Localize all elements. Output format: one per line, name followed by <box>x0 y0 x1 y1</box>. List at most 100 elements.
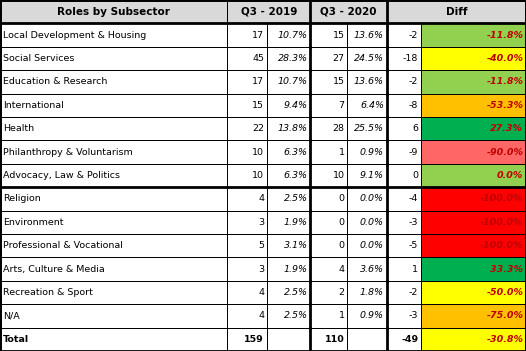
Bar <box>310 94 347 117</box>
Text: Religion: Religion <box>3 194 41 203</box>
Text: 27: 27 <box>332 54 345 63</box>
Text: 10: 10 <box>252 148 264 157</box>
Text: 6: 6 <box>412 124 418 133</box>
Text: 28: 28 <box>332 124 345 133</box>
Text: Professional & Vocational: Professional & Vocational <box>3 241 123 250</box>
Bar <box>310 117 347 140</box>
Bar <box>310 187 347 211</box>
Text: 0: 0 <box>339 218 345 227</box>
Bar <box>421 327 526 351</box>
Text: 15: 15 <box>252 101 264 110</box>
Bar <box>347 304 387 327</box>
Bar <box>0 140 227 164</box>
Text: 25.5%: 25.5% <box>354 124 384 133</box>
Bar <box>421 281 526 304</box>
Bar <box>267 234 310 257</box>
Text: 1.8%: 1.8% <box>360 288 384 297</box>
Bar <box>227 281 267 304</box>
Bar <box>421 70 526 94</box>
Text: 0.0%: 0.0% <box>497 171 523 180</box>
Text: 0: 0 <box>412 171 418 180</box>
Text: Health: Health <box>3 124 34 133</box>
Bar <box>387 257 421 281</box>
Bar <box>227 304 267 327</box>
Text: Recreation & Sport: Recreation & Sport <box>3 288 93 297</box>
Text: 6.4%: 6.4% <box>360 101 384 110</box>
Text: Arts, Culture & Media: Arts, Culture & Media <box>3 265 105 273</box>
Text: 9.1%: 9.1% <box>360 171 384 180</box>
Bar <box>0 70 227 94</box>
Bar <box>267 140 310 164</box>
Bar <box>227 94 267 117</box>
Bar <box>347 94 387 117</box>
Bar <box>421 281 526 304</box>
Text: 10: 10 <box>252 171 264 180</box>
Text: 0.0%: 0.0% <box>360 241 384 250</box>
Text: N/A: N/A <box>3 311 20 320</box>
Bar <box>227 0 310 24</box>
Text: Diff: Diff <box>446 7 467 17</box>
Bar <box>227 164 267 187</box>
Bar <box>347 164 387 187</box>
Text: -2: -2 <box>409 31 418 40</box>
Text: 159: 159 <box>244 335 264 344</box>
Text: 1: 1 <box>339 311 345 320</box>
Bar <box>421 24 526 47</box>
Bar <box>310 0 387 24</box>
Text: 17: 17 <box>252 31 264 40</box>
Bar <box>227 327 267 351</box>
Text: Q3 - 2020: Q3 - 2020 <box>320 7 377 17</box>
Text: 2.5%: 2.5% <box>284 194 308 203</box>
Bar <box>421 234 526 257</box>
Bar <box>421 304 526 327</box>
Bar <box>387 211 421 234</box>
Bar <box>267 70 310 94</box>
Text: -100.0%: -100.0% <box>480 241 523 250</box>
Bar <box>310 164 347 187</box>
Bar <box>347 140 387 164</box>
Text: Philanthropy & Voluntarism: Philanthropy & Voluntarism <box>3 148 133 157</box>
Bar <box>421 187 526 211</box>
Text: International: International <box>3 101 64 110</box>
Text: 15: 15 <box>332 78 345 86</box>
Bar <box>267 257 310 281</box>
Text: 3.6%: 3.6% <box>360 265 384 273</box>
Text: 0: 0 <box>339 241 345 250</box>
Text: -49: -49 <box>401 335 418 344</box>
Bar <box>267 164 310 187</box>
Bar <box>0 94 227 117</box>
Bar <box>387 94 421 117</box>
Bar <box>421 211 526 234</box>
Text: Advocacy, Law & Politics: Advocacy, Law & Politics <box>3 171 120 180</box>
Bar <box>310 281 347 304</box>
Text: -40.0%: -40.0% <box>487 54 523 63</box>
Bar <box>421 140 526 164</box>
Text: -53.3%: -53.3% <box>487 101 523 110</box>
Text: 1.9%: 1.9% <box>284 265 308 273</box>
Text: 10: 10 <box>332 171 345 180</box>
Bar <box>387 327 421 351</box>
Text: 15: 15 <box>332 31 345 40</box>
Bar <box>310 211 347 234</box>
Text: 2.5%: 2.5% <box>284 311 308 320</box>
Bar <box>310 327 347 351</box>
Bar <box>347 47 387 70</box>
Bar <box>347 24 387 47</box>
Text: 24.5%: 24.5% <box>354 54 384 63</box>
Bar <box>0 187 227 211</box>
Bar <box>387 117 421 140</box>
Bar <box>421 47 526 70</box>
Text: 6.3%: 6.3% <box>284 171 308 180</box>
Text: Total: Total <box>3 335 29 344</box>
Bar <box>387 164 421 187</box>
Bar <box>387 187 421 211</box>
Text: 0.9%: 0.9% <box>360 311 384 320</box>
Text: -100.0%: -100.0% <box>480 218 523 227</box>
Bar <box>310 140 347 164</box>
Bar <box>421 140 526 164</box>
Bar <box>267 281 310 304</box>
Text: -50.0%: -50.0% <box>487 288 523 297</box>
Text: 5: 5 <box>258 241 264 250</box>
Text: 0.0%: 0.0% <box>360 194 384 203</box>
Bar <box>421 257 526 281</box>
